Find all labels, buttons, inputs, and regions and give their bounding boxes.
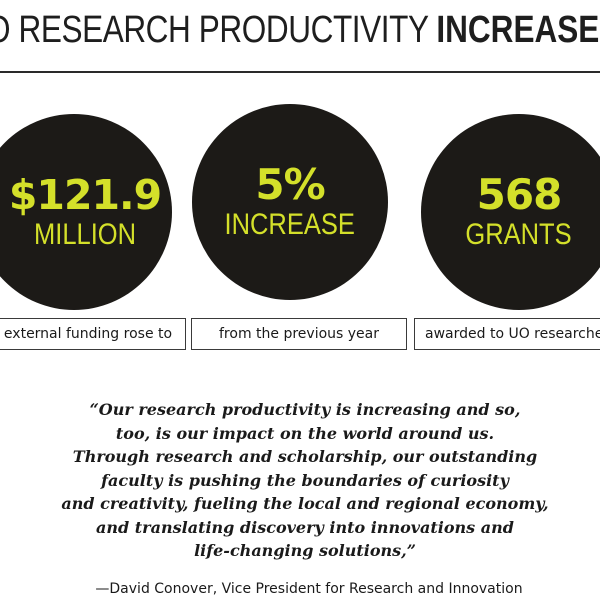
pull-quote: “Our research productivity is increasing… bbox=[40, 398, 570, 563]
stat-value: $121.9 bbox=[8, 171, 162, 219]
quote-attribution: —David Conover, Vice President for Resea… bbox=[95, 581, 523, 597]
stat-unit: MILLION bbox=[33, 218, 137, 251]
stat-caption-increase: from the previous year bbox=[191, 318, 407, 350]
quote-line: life-changing solutions,” bbox=[194, 541, 416, 560]
quote-line: too, is our impact on the world around u… bbox=[115, 423, 495, 443]
quote-line: and creativity, fueling the local and re… bbox=[61, 494, 549, 513]
stat-value: 5% bbox=[255, 160, 325, 209]
quote-line: faculty is pushing the boundaries of cur… bbox=[101, 470, 509, 490]
headline-divider bbox=[0, 71, 600, 73]
headline-emphasis: INCREASE bbox=[436, 9, 600, 51]
stat-circle-grants: 568 GRANTS bbox=[421, 114, 600, 310]
quote-line: and translating discovery into innovatio… bbox=[96, 517, 514, 537]
quote-line: Through research and scholarship, our ou… bbox=[72, 447, 538, 466]
headline-text: O RESEARCH PRODUCTIVITY bbox=[0, 9, 437, 51]
stat-circle-funding: $121.9 MILLION bbox=[0, 114, 172, 310]
headline: O RESEARCH PRODUCTIVITY INCREASE bbox=[0, 8, 599, 52]
stat-caption-funding: external funding rose to bbox=[0, 318, 186, 350]
stat-value: 568 bbox=[476, 170, 563, 219]
stat-caption-grants: awarded to UO researche bbox=[414, 318, 600, 350]
quote-line: “Our research productivity is increasing… bbox=[89, 400, 521, 419]
stat-unit: GRANTS bbox=[465, 218, 573, 251]
stat-circle-increase: 5% INCREASE bbox=[192, 104, 388, 300]
stat-unit: INCREASE bbox=[224, 208, 356, 241]
